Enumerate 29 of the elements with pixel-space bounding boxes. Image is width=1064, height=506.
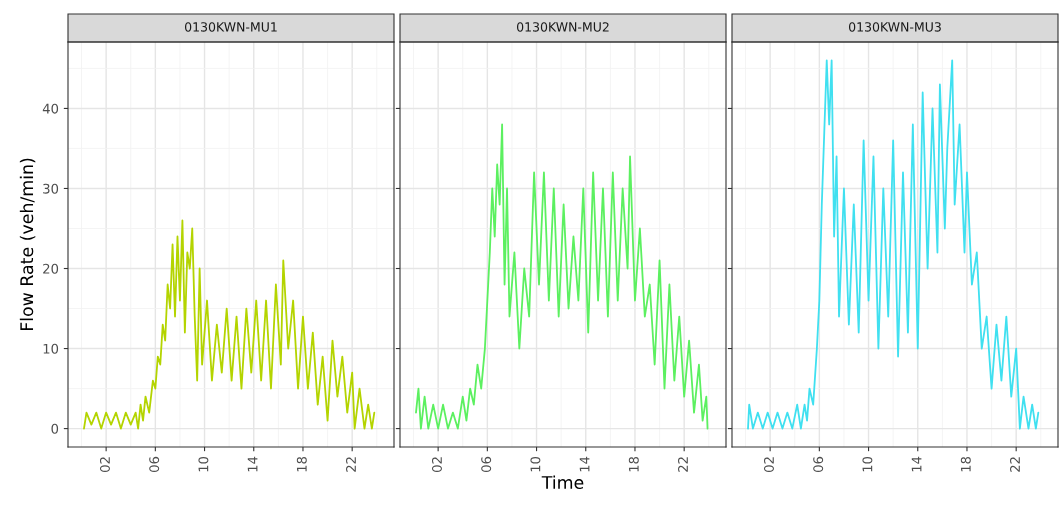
x-tick-label: 14	[911, 456, 922, 472]
x-tick-label: 18	[296, 456, 307, 472]
y-axis-title: Flow Rate (veh/min)	[19, 158, 36, 331]
chart-title: 0130KWN-MU1	[184, 22, 277, 32]
x-tick-label: 10	[862, 456, 873, 472]
x-tick-label: 14	[579, 456, 590, 472]
y-tick-label: 30	[43, 183, 59, 194]
x-tick-label: 18	[628, 456, 639, 472]
x-tick-label: 02	[763, 457, 774, 472]
x-axis-title: Time	[541, 475, 584, 490]
y-tick-label: 20	[43, 263, 59, 274]
x-tick-label: 10	[530, 456, 541, 472]
chart-title: 0130KWN-MU2	[516, 22, 609, 32]
line-series	[83, 219, 376, 430]
x-tick-label: 14	[247, 456, 258, 472]
x-tick-label: 22	[346, 457, 356, 472]
x-tick-label: 10	[198, 456, 209, 472]
chart-title: 0130KWN-MU3	[848, 22, 941, 32]
x-tick-label: 06	[149, 456, 160, 472]
x-tick-label: 02	[99, 457, 110, 472]
y-tick-label: 40	[42, 103, 59, 114]
x-tick-label: 06	[813, 456, 824, 472]
x-tick-label: 22	[1010, 457, 1020, 472]
y-tick-label: 10	[43, 343, 59, 354]
x-tick-label: 02	[431, 457, 442, 472]
x-tick-label: 18	[960, 456, 971, 472]
x-tick-label: 22	[678, 457, 688, 472]
y-tick-label: 0	[51, 423, 59, 434]
x-tick-label: 06	[481, 456, 492, 472]
